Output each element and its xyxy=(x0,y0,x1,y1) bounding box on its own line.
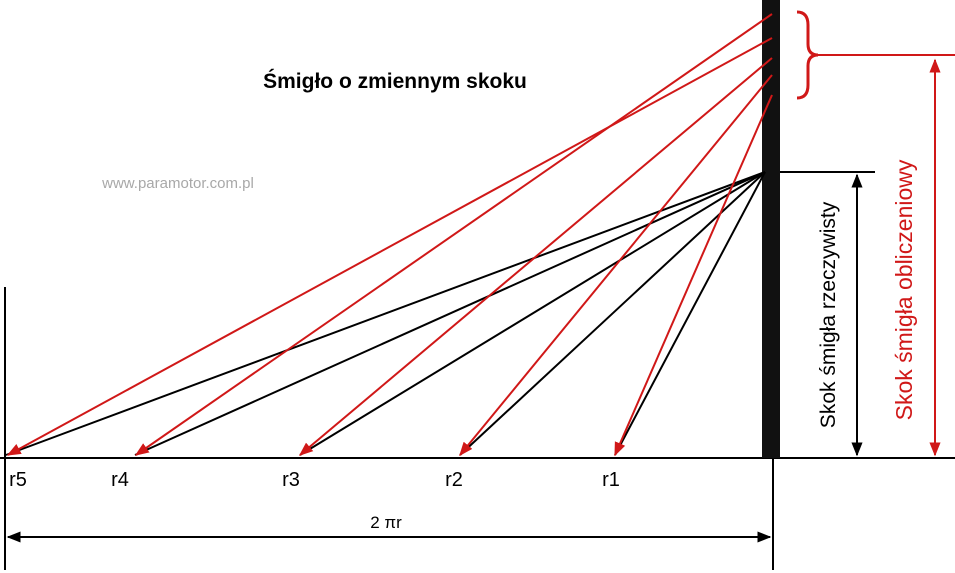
line-r3 xyxy=(299,171,766,456)
arrow-r3 xyxy=(298,57,773,456)
circumference-label: 2 πr xyxy=(370,513,402,532)
arrow-r5 xyxy=(6,37,773,456)
title: Śmigło o zmiennym skoku xyxy=(263,69,527,93)
pitch-bar xyxy=(762,0,780,458)
radius-label: r1 xyxy=(602,469,620,491)
watermark: www.paramotor.com.pl xyxy=(101,175,254,192)
arrow-r1 xyxy=(614,94,773,457)
line-r1 xyxy=(614,171,766,456)
actual-lines xyxy=(5,171,766,456)
radius-label: r4 xyxy=(111,469,129,491)
line-r5 xyxy=(5,171,766,456)
radius-label: r2 xyxy=(445,469,463,491)
line-r4 xyxy=(134,171,766,456)
calculated-pitch-label: Skok śmigła obliczeniowy xyxy=(891,159,917,420)
radius-label: r3 xyxy=(282,469,300,491)
arrow-r4 xyxy=(134,13,773,456)
radius-labels: r5 r4 r3 r2 r1 xyxy=(9,469,620,491)
radius-label: r5 xyxy=(9,469,27,491)
brace xyxy=(796,10,819,100)
arrow-r2 xyxy=(459,74,773,457)
calculated-lines xyxy=(6,13,773,457)
actual-pitch-label: Skok śmigła rzeczywisty xyxy=(817,201,840,428)
line-r2 xyxy=(459,171,766,456)
baseline-group xyxy=(0,287,955,570)
